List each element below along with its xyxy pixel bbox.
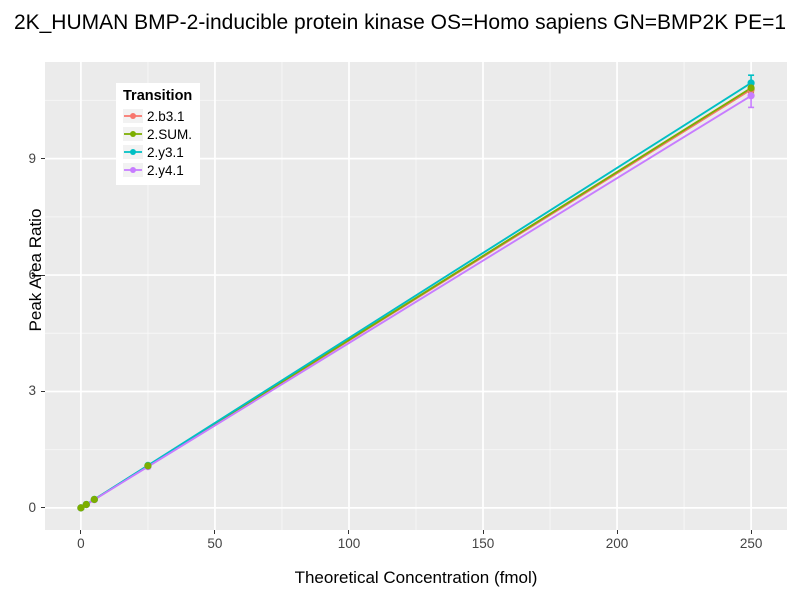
legend-item-label: 2.SUM. — [147, 126, 193, 142]
legend: Transition 2.b3.1 2.SUM. 2.y3.1 2.y4.1 — [116, 83, 201, 185]
x-tick-mark — [348, 530, 350, 534]
data-point — [90, 495, 98, 504]
x-tick-mark — [214, 530, 216, 534]
data-point — [747, 79, 755, 87]
legend-item-label: 2.b3.1 — [147, 108, 185, 124]
y-tick-label: 0 — [28, 499, 36, 515]
chart-title: 2K_HUMAN BMP-2-inducible protein kinase … — [13, 11, 787, 34]
x-tick-mark — [482, 530, 484, 534]
data-point — [144, 462, 152, 470]
x-tick-mark — [750, 530, 752, 534]
legend-key-icon — [123, 163, 143, 177]
data-point — [747, 84, 755, 92]
x-tick-label: 50 — [207, 536, 223, 551]
legend-key-icon — [123, 145, 143, 159]
legend-item: 2.y4.1 — [123, 161, 192, 179]
y-tick-label: 3 — [28, 383, 36, 399]
y-tick-label: 9 — [28, 150, 36, 166]
legend-key-icon — [123, 109, 143, 123]
y-tick-label: 6 — [28, 267, 36, 283]
x-tick-label: 150 — [471, 536, 495, 551]
data-point — [77, 504, 85, 512]
x-axis-title: Theoretical Concentration (fmol) — [294, 568, 538, 587]
y-tick-mark — [41, 274, 45, 276]
y-tick-mark — [41, 390, 45, 392]
legend-item-label: 2.y3.1 — [147, 144, 184, 160]
x-tick-mark — [80, 530, 82, 534]
legend-key-icon — [123, 127, 143, 141]
legend-title: Transition — [123, 88, 193, 104]
data-point — [747, 92, 755, 100]
legend-item-label: 2.y4.1 — [147, 162, 184, 178]
y-axis-title: Peak Area Ratio — [26, 208, 45, 332]
legend-item: 2.SUM. — [123, 125, 192, 143]
legend-items: 2.b3.1 2.SUM. 2.y3.1 2.y4.1 — [123, 107, 192, 179]
y-tick-mark — [41, 158, 45, 160]
x-tick-mark — [616, 530, 618, 534]
legend-item: 2.y3.1 — [123, 143, 192, 161]
x-tick-label: 0 — [77, 536, 85, 551]
x-tick-label: 250 — [739, 536, 763, 551]
legend-item: 2.b3.1 — [123, 107, 192, 125]
x-tick-label: 100 — [337, 536, 361, 551]
x-tick-label: 200 — [605, 536, 629, 551]
data-point — [82, 500, 90, 509]
y-tick-mark — [41, 507, 45, 509]
